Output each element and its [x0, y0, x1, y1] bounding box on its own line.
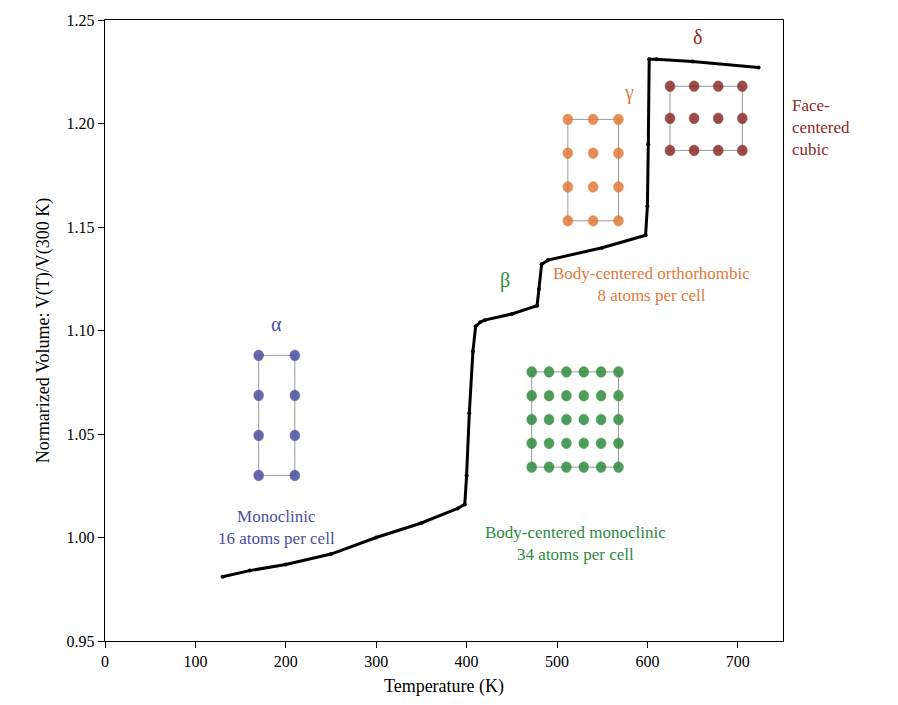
svg-text:400: 400: [455, 653, 479, 670]
svg-text:600: 600: [635, 653, 659, 670]
svg-text:γ: γ: [624, 81, 634, 104]
svg-text:β: β: [500, 269, 510, 292]
svg-text:0.95: 0.95: [67, 633, 95, 650]
svg-text:700: 700: [726, 653, 750, 670]
svg-text:500: 500: [545, 653, 569, 670]
svg-text:100: 100: [183, 653, 207, 670]
svg-text:200: 200: [274, 653, 298, 670]
svg-text:Face-centeredcubic: Face-centeredcubic: [792, 96, 850, 159]
svg-text:δ: δ: [693, 26, 702, 48]
svg-text:Normarized Volume: V(T)/V(300: Normarized Volume: V(T)/V(300 K): [33, 198, 54, 463]
svg-text:1.10: 1.10: [67, 322, 95, 339]
svg-text:1.05: 1.05: [67, 426, 95, 443]
svg-text:α: α: [271, 313, 282, 335]
svg-text:Monoclinic16 atoms per cell: Monoclinic16 atoms per cell: [218, 507, 335, 548]
svg-text:1.00: 1.00: [67, 529, 95, 546]
svg-text:Body-centered orthorhombic8 at: Body-centered orthorhombic8 atoms per ce…: [553, 264, 750, 305]
svg-text:Temperature (K): Temperature (K): [384, 676, 504, 697]
svg-text:1.20: 1.20: [67, 115, 95, 132]
svg-text:0: 0: [101, 653, 109, 670]
svg-text:1.25: 1.25: [67, 12, 95, 29]
svg-text:1.15: 1.15: [67, 219, 95, 236]
svg-text:Body-centered monoclinic34 ato: Body-centered monoclinic34 atoms per cel…: [485, 523, 666, 564]
svg-text:300: 300: [364, 653, 388, 670]
